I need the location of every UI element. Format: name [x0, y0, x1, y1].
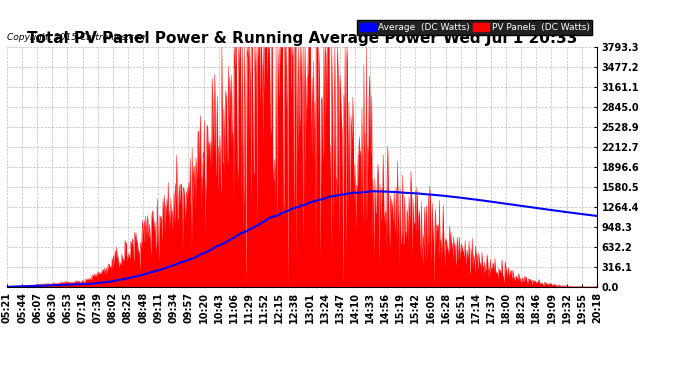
Text: Copyright 2015 Cartronics.com: Copyright 2015 Cartronics.com	[7, 33, 148, 42]
Title: Total PV Panel Power & Running Average Power Wed Jul 1 20:33: Total PV Panel Power & Running Average P…	[27, 31, 577, 46]
Legend: Average  (DC Watts), PV Panels  (DC Watts): Average (DC Watts), PV Panels (DC Watts)	[357, 20, 592, 35]
